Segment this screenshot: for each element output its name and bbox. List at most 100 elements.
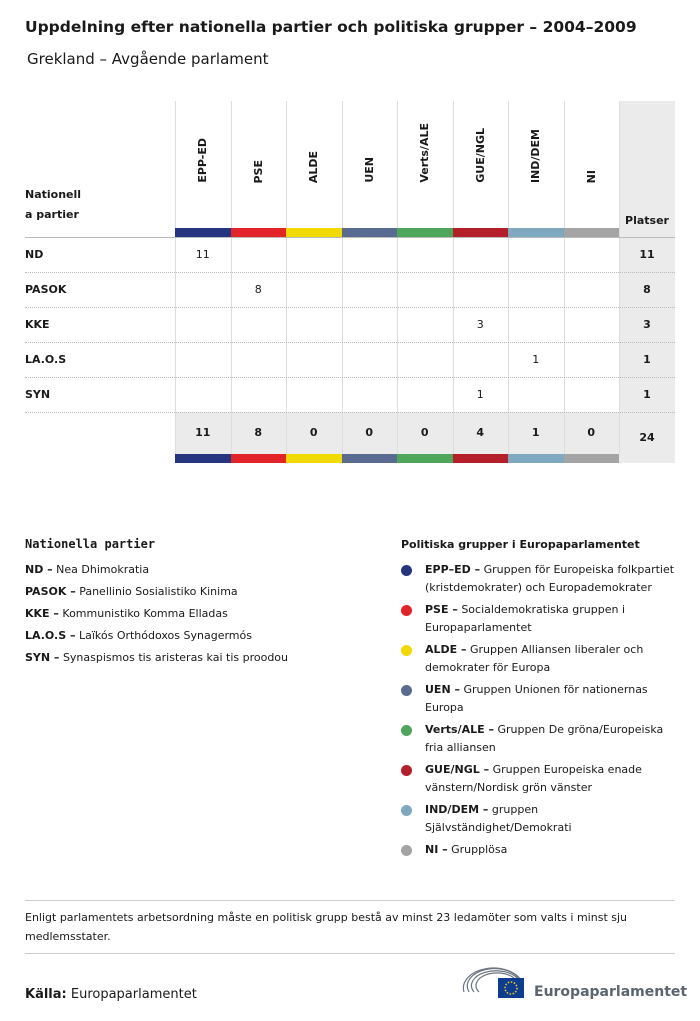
legend-label: KKE – [25, 607, 59, 620]
group-header-box: GUE/NGL [453, 101, 509, 183]
legend-heading: Nationella partier [25, 537, 156, 551]
group-color-bar [563, 454, 619, 463]
group-color-bar [230, 454, 286, 463]
row-total: 11 [639, 248, 655, 261]
group-color-bar [286, 228, 342, 237]
group-header: EPP-ED [196, 138, 210, 183]
legend-text: Socialdemokratiska gruppen i Europaparla… [425, 603, 626, 634]
logo-text: Europaparlamentet [534, 984, 688, 1000]
legend-dot [401, 685, 412, 696]
row-line [25, 412, 675, 413]
legend-item: SYN – Synaspismos tis aristeras kai tis … [25, 649, 385, 667]
legend-item: UEN – Gruppen Unionen för nationernas Eu… [425, 681, 675, 717]
group-header-box: EPP-ED [175, 101, 231, 183]
party-name: SYN [25, 388, 51, 401]
row-line [25, 307, 675, 308]
cell-value: 8 [254, 283, 262, 296]
column-total: 1 [531, 426, 540, 439]
row-line [25, 272, 675, 273]
legend-item: LA.O.S – Laïkós Orthódoxos Synagermós [25, 627, 385, 645]
row-total: 3 [643, 318, 651, 331]
legend-label: NI – [425, 843, 448, 856]
cell-value: 1 [476, 388, 484, 401]
legend-text: Laïkós Orthódoxos Synagermós [78, 629, 252, 642]
group-header-box: Verts/ALE [397, 101, 453, 183]
source-text: Europaparlamentet [70, 987, 197, 1002]
logo [462, 967, 524, 998]
row-total: 1 [643, 388, 651, 401]
legend-item: PSE – Socialdemokratiska gruppen i Europ… [425, 601, 675, 637]
grand-total: 24 [639, 431, 655, 444]
column-total: 0 [365, 426, 374, 439]
group-color-bar [230, 228, 286, 237]
group-header: IND/DEM [529, 128, 543, 183]
cell-value: 1 [532, 353, 540, 366]
group-color-bar [397, 454, 453, 463]
column-line [619, 101, 620, 454]
column-total: 8 [254, 426, 263, 439]
group-header: UEN [362, 157, 376, 183]
legend-dot [401, 645, 412, 656]
legend-label: PASOK – [25, 585, 76, 598]
legend-label: ALDE – [425, 643, 467, 656]
column-line [230, 101, 232, 454]
legend-text: Gruppen Alliansen liberaler och demokrat… [425, 643, 644, 674]
legend-item: IND/DEM – gruppen Självständighet/Demokr… [425, 801, 675, 837]
total-header: Platser [625, 214, 669, 227]
group-header: Verts/ALE [418, 123, 432, 183]
cell-value: 3 [476, 318, 484, 331]
legend-item: ND – Nea Dhimokratia [25, 561, 385, 579]
legend-label: SYN – [25, 651, 60, 664]
group-color-bar [341, 228, 397, 237]
group-color-bar [508, 454, 564, 463]
legend-dot [401, 805, 412, 816]
legend-label: UEN – [425, 683, 460, 696]
legend-label: PSE – [425, 603, 458, 616]
legend-text: Gruppen Unionen för nationernas Europa [425, 683, 648, 714]
legend-label: ND – [25, 563, 53, 576]
party-name: LA.O.S [25, 353, 67, 366]
group-color-bar [452, 454, 508, 463]
legend-heading: Politiska grupper i Europaparlamentet [401, 538, 640, 551]
row-total: 8 [643, 283, 651, 296]
legend-text: Grupplösa [451, 843, 508, 856]
row-line [25, 377, 675, 378]
legend-dot [401, 565, 412, 576]
legend-label: EPP–ED – [425, 563, 481, 576]
party-name: PASOK [25, 283, 67, 296]
group-color-bar [508, 228, 564, 237]
legend-label: LA.O.S – [25, 629, 76, 642]
group-color-bar [175, 454, 231, 463]
group-color-bar [341, 454, 397, 463]
column-total: 0 [587, 426, 596, 439]
legend-item: PASOK – Panellinio Sosialistiko Kinima [25, 583, 385, 601]
legend-item: Verts/ALE – Gruppen De gröna/Europeiska … [425, 721, 675, 757]
column-line [175, 101, 176, 454]
column-total: 0 [420, 426, 429, 439]
title: Uppdelning efter nationella partier och … [25, 18, 637, 36]
legend-item: KKE – Kommunistiko Komma Elladas [25, 605, 385, 623]
cell-value: 11 [195, 248, 210, 261]
legend-item: GUE/NGL – Gruppen Europeiska enade vänst… [425, 761, 675, 797]
group-color-bar [452, 228, 508, 237]
group-header: GUE/NGL [473, 128, 487, 183]
legend-label: IND/DEM – [425, 803, 489, 816]
legend-dot [401, 725, 412, 736]
group-header-box: ALDE [286, 101, 342, 183]
group-color-bar [286, 454, 342, 463]
header-line [25, 237, 675, 238]
divider [25, 953, 675, 954]
group-header: PSE [251, 159, 265, 184]
legend-text: Gruppen Europeiska enade vänstern/Nordis… [425, 763, 642, 794]
party-name: ND [25, 248, 44, 261]
legend-text: Gruppen för Europeiska folkpartiet (kris… [425, 563, 675, 594]
column-line [563, 101, 565, 454]
source: Källa: Europaparlamentet [25, 987, 197, 1002]
column-line [397, 101, 398, 454]
legend-text: Panellinio Sosialistiko Kinima [79, 585, 238, 598]
column-total: 11 [195, 426, 211, 439]
row-line [25, 342, 675, 343]
row-total: 1 [643, 353, 651, 366]
row-header: Nationell [25, 188, 82, 201]
